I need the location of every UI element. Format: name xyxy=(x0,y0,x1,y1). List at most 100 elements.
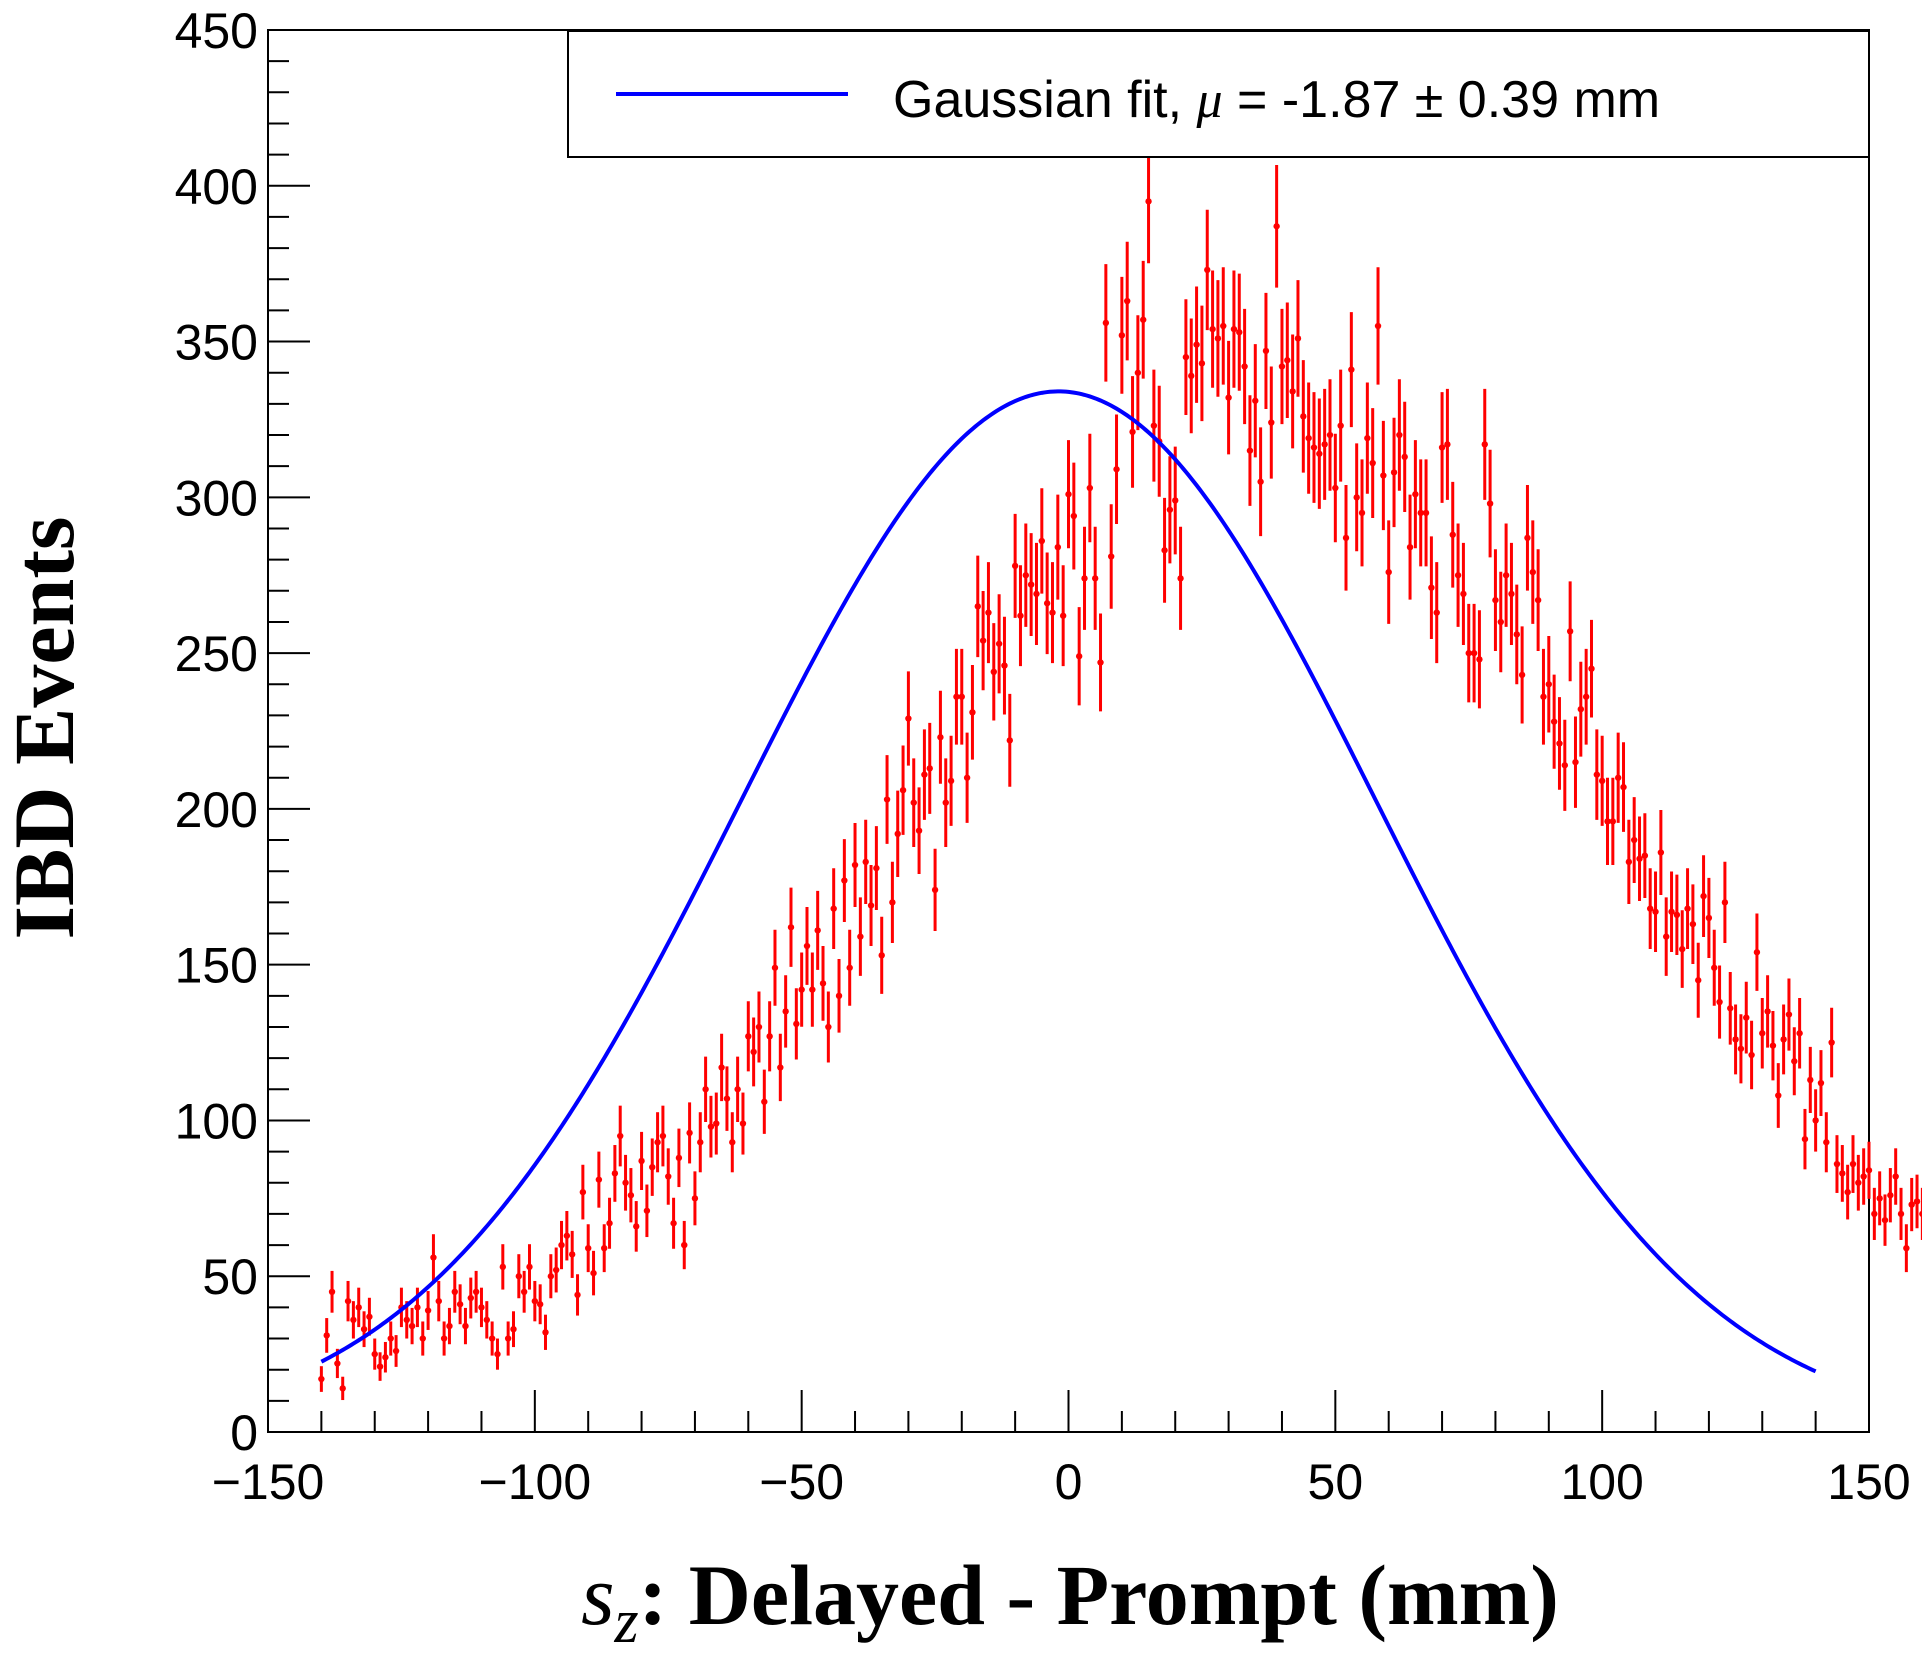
data-point xyxy=(1054,543,1062,551)
data-point xyxy=(1892,1173,1899,1180)
data-point xyxy=(1241,363,1248,370)
data-point xyxy=(1865,1167,1873,1174)
data-point xyxy=(1711,964,1718,971)
data-point xyxy=(579,1188,587,1196)
data-point xyxy=(835,992,843,1000)
data-point xyxy=(1140,316,1147,323)
data-point xyxy=(1727,1005,1734,1012)
data-point xyxy=(702,1086,709,1093)
data-point xyxy=(1849,1160,1857,1168)
data-point xyxy=(1630,836,1638,844)
data-point xyxy=(1396,431,1403,439)
data-point xyxy=(1759,1030,1766,1037)
data-point xyxy=(617,1132,624,1140)
data-point xyxy=(1604,818,1611,825)
data-point xyxy=(1572,758,1579,766)
data-point xyxy=(1316,450,1323,457)
data-point xyxy=(430,1254,437,1261)
data-point xyxy=(1220,322,1227,330)
data-point xyxy=(387,1335,394,1342)
data-point xyxy=(1059,612,1067,619)
data-point xyxy=(1321,441,1328,448)
data-point xyxy=(958,693,965,700)
data-point xyxy=(1844,1188,1851,1196)
data-point xyxy=(878,952,885,959)
data-point xyxy=(376,1363,384,1370)
data-point xyxy=(1625,858,1633,866)
data-point xyxy=(1524,534,1531,542)
data-point xyxy=(1385,568,1392,576)
data-point xyxy=(1145,198,1152,205)
data-point xyxy=(344,1297,352,1305)
y-tick-label: 400 xyxy=(175,159,258,215)
data-point xyxy=(921,771,928,778)
data-point xyxy=(483,1316,491,1324)
data-point xyxy=(371,1350,378,1358)
data-point xyxy=(1070,512,1078,520)
data-point xyxy=(1839,1170,1846,1177)
data-point xyxy=(990,668,997,676)
legend-suffix: = -1.87 ± 0.39 mm xyxy=(1223,71,1661,129)
data-point xyxy=(1620,783,1627,791)
data-point xyxy=(1049,609,1056,616)
data-point xyxy=(552,1266,560,1274)
data-point xyxy=(1193,341,1200,348)
data-point xyxy=(793,1020,800,1028)
y-tick-label: 100 xyxy=(175,1093,258,1149)
y-axis-label: IBD Events xyxy=(0,517,92,940)
data-point xyxy=(1545,681,1553,688)
data-point xyxy=(1380,472,1387,479)
data-point xyxy=(745,1033,752,1040)
data-point xyxy=(1679,945,1686,953)
data-point xyxy=(472,1288,480,1296)
data-point xyxy=(1812,1117,1819,1124)
data-point xyxy=(889,899,896,906)
data-point xyxy=(713,1120,720,1127)
data-point xyxy=(1855,1179,1862,1186)
data-point xyxy=(1198,360,1206,367)
data-point xyxy=(1689,920,1697,928)
data-point xyxy=(1705,914,1713,922)
data-point xyxy=(1561,762,1569,769)
data-point xyxy=(1129,428,1136,436)
data-point xyxy=(1684,905,1691,912)
data-point xyxy=(851,861,859,869)
data-point xyxy=(1001,662,1008,669)
data-point xyxy=(771,964,779,971)
data-point xyxy=(841,877,848,884)
data-point xyxy=(830,905,837,912)
data-point xyxy=(1828,1039,1835,1046)
data-point xyxy=(1663,933,1670,940)
data-point xyxy=(979,637,987,644)
data-point xyxy=(334,1360,341,1367)
data-point xyxy=(611,1170,619,1177)
data-point xyxy=(1043,600,1051,607)
data-point xyxy=(782,1008,789,1015)
data-point xyxy=(803,942,811,950)
data-point xyxy=(963,774,971,781)
data-point xyxy=(1833,1160,1841,1168)
data-point xyxy=(1188,372,1195,380)
data-point xyxy=(1081,575,1088,582)
data-point xyxy=(1614,774,1622,781)
data-point xyxy=(1294,335,1302,342)
data-point xyxy=(1027,581,1035,588)
data-point xyxy=(1075,653,1083,660)
data-point xyxy=(1465,649,1472,657)
data-point xyxy=(1428,584,1435,591)
data-point xyxy=(953,693,960,700)
data-point xyxy=(1417,509,1424,517)
data-point xyxy=(456,1301,464,1308)
data-point xyxy=(435,1297,442,1305)
data-point xyxy=(1743,1014,1750,1021)
data-point xyxy=(1337,422,1344,429)
data-point xyxy=(1150,422,1158,429)
data-point xyxy=(563,1232,571,1239)
data-point xyxy=(585,1244,592,1252)
legend-mu-symbol: μ xyxy=(1195,72,1222,129)
data-point xyxy=(1230,325,1238,333)
data-point xyxy=(318,1375,325,1383)
data-point xyxy=(1529,568,1536,576)
data-point xyxy=(766,1033,773,1040)
data-point xyxy=(675,1154,683,1162)
